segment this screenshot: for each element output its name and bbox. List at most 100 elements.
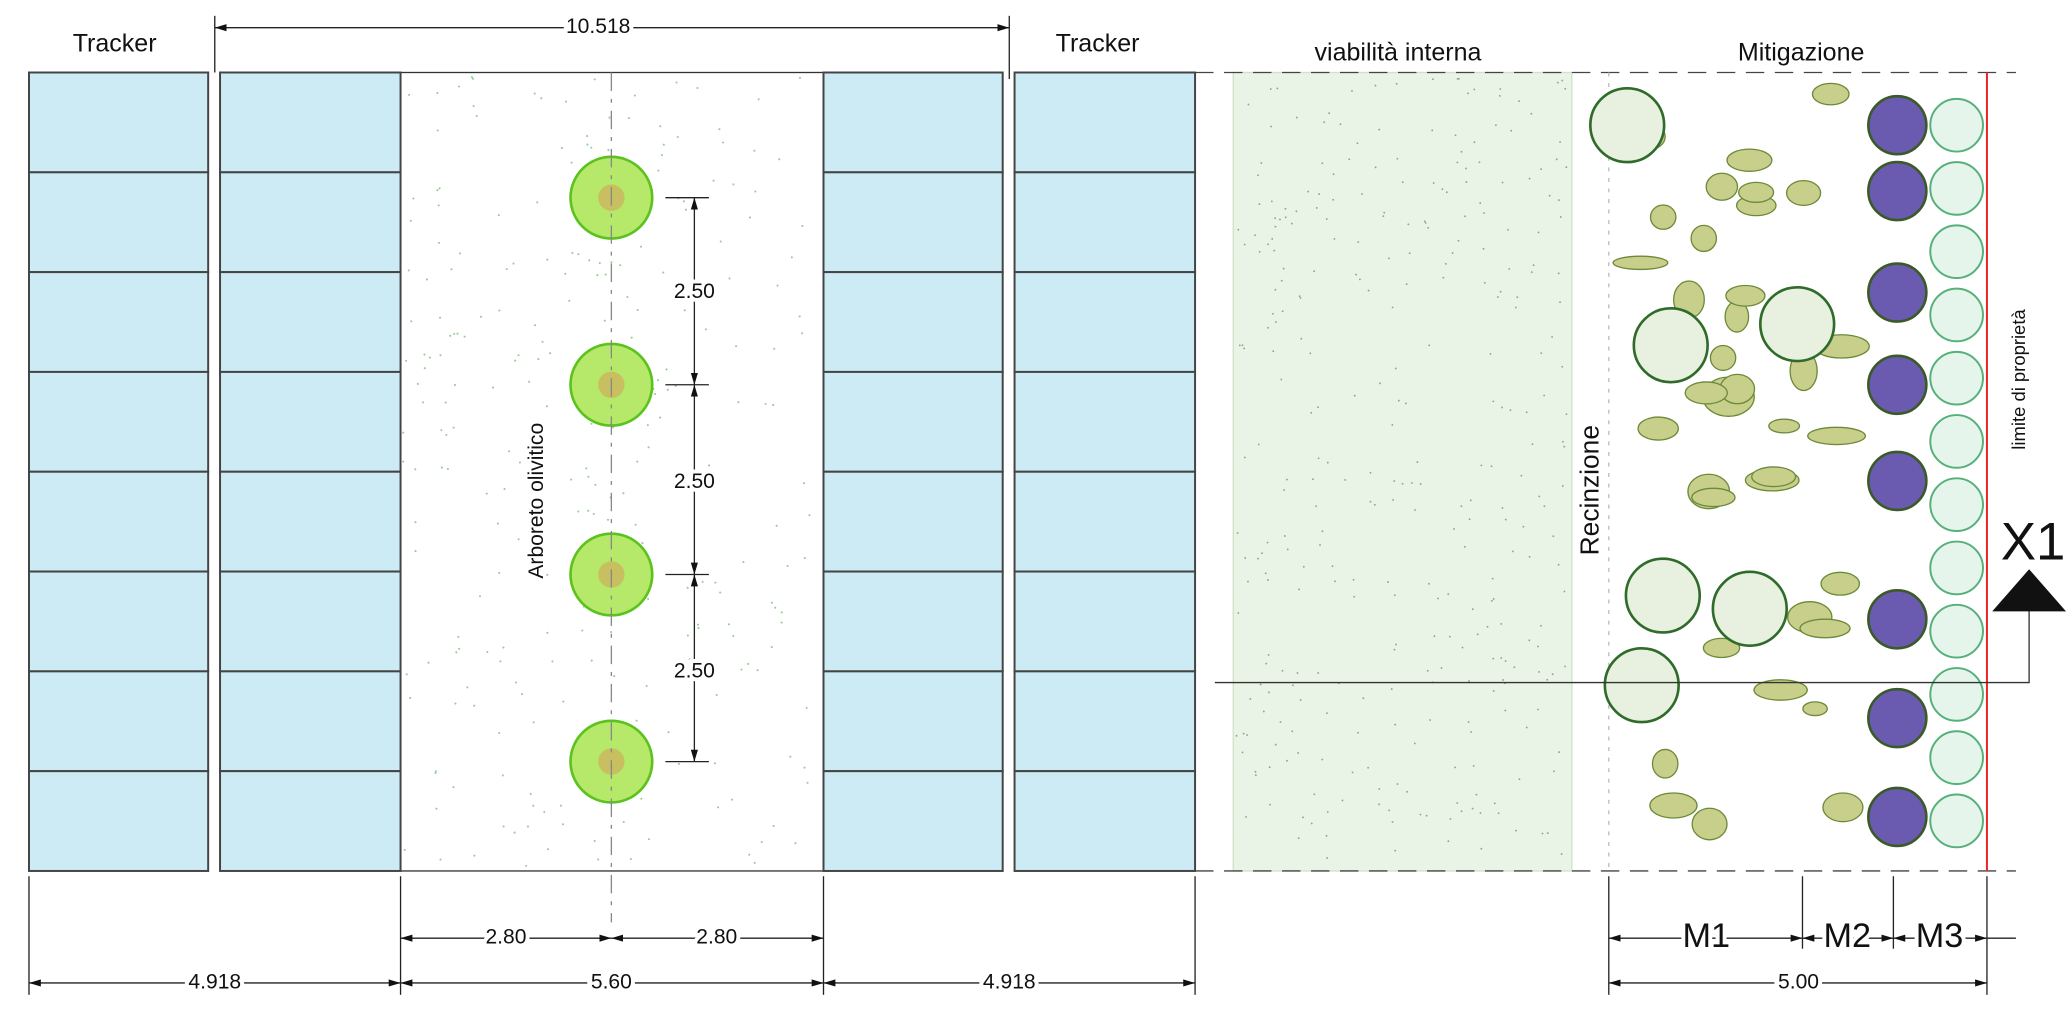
speckle (1453, 528, 1455, 530)
speckle (561, 823, 564, 826)
speckle (636, 460, 639, 463)
speckle (1498, 94, 1501, 97)
speckle (1559, 141, 1562, 143)
band-label: M1 (1682, 917, 1730, 955)
speckle (802, 482, 806, 485)
speckle (598, 261, 601, 265)
speckle (653, 392, 657, 396)
speckle (596, 274, 599, 277)
speckle (1457, 239, 1460, 242)
tracker-panel (822, 570, 1004, 673)
speckle (1296, 672, 1299, 674)
speckle (696, 86, 699, 90)
speckle (667, 731, 670, 734)
speckle (801, 224, 804, 228)
speckle (568, 299, 571, 302)
speckle (806, 781, 809, 784)
speckle (764, 402, 767, 405)
speckle (774, 606, 777, 609)
shrub (1649, 204, 1677, 230)
speckle (502, 825, 505, 828)
speckle (590, 659, 593, 662)
speckle (626, 295, 629, 299)
speckle (662, 143, 665, 146)
speckle (778, 158, 781, 161)
speckle (405, 359, 408, 362)
speckle (597, 858, 600, 861)
speckle (630, 336, 633, 339)
speckle (1249, 698, 1252, 700)
speckle (798, 76, 802, 79)
speckle (682, 200, 685, 203)
speckle (445, 433, 448, 436)
speckle (1247, 580, 1249, 583)
speckle (753, 861, 756, 864)
hedge (1929, 793, 1984, 849)
speckle (505, 268, 508, 271)
speckle (1557, 272, 1560, 275)
speckle (515, 681, 518, 684)
speckle (592, 512, 595, 515)
speckle (1374, 84, 1377, 87)
speckle (463, 335, 466, 338)
speckle (1541, 832, 1544, 835)
speckle (1348, 158, 1351, 161)
speckle (475, 114, 478, 118)
speckle (780, 611, 783, 614)
speckle (1317, 672, 1320, 674)
speckle (708, 464, 711, 467)
speckle (508, 450, 511, 453)
speckle (1530, 271, 1533, 274)
speckle (1456, 161, 1459, 164)
speckle (790, 256, 793, 259)
speckle (757, 98, 760, 101)
dimension-label: 10.518 (566, 15, 630, 38)
shrub (1690, 224, 1718, 253)
speckle (1312, 478, 1314, 481)
speckle (1463, 545, 1466, 548)
speckle (1245, 815, 1247, 818)
tracker-panel (219, 570, 402, 673)
speckle (688, 658, 691, 661)
tracker-panel (1013, 370, 1197, 473)
speckle (1465, 181, 1468, 183)
speckle (562, 700, 565, 703)
speckle (1267, 243, 1270, 246)
speckle (659, 416, 662, 419)
speckle (1392, 498, 1394, 501)
speckle (1520, 474, 1523, 477)
tracker-panel (1013, 71, 1197, 174)
speckle (1272, 350, 1275, 353)
speckle (1428, 582, 1430, 585)
speckle (1532, 264, 1535, 267)
tracker-panel (822, 271, 1004, 373)
speckle (1473, 141, 1476, 144)
shrub (1702, 637, 1741, 659)
speckle (1562, 440, 1564, 443)
speckle (714, 581, 717, 584)
speckle (407, 269, 410, 272)
speckle (607, 148, 610, 152)
speckle (1302, 816, 1304, 819)
speckle (1404, 402, 1407, 405)
shrub (1726, 148, 1773, 173)
speckle (627, 116, 630, 120)
speckle (1440, 667, 1443, 669)
speckle (1557, 563, 1560, 566)
speckle (1559, 216, 1562, 218)
speckle (457, 635, 460, 638)
speckle (422, 401, 425, 404)
speckle (1426, 669, 1429, 672)
speckle (1565, 413, 1568, 416)
speckle (1540, 168, 1543, 171)
shrub (1768, 418, 1801, 434)
hedge (1929, 540, 1984, 596)
hedge (1929, 667, 1984, 722)
speckle (1284, 207, 1287, 210)
speckle (1274, 743, 1277, 746)
speckle (479, 315, 483, 318)
speckle (1271, 312, 1274, 315)
speckle (803, 557, 806, 560)
speckle (440, 466, 443, 469)
